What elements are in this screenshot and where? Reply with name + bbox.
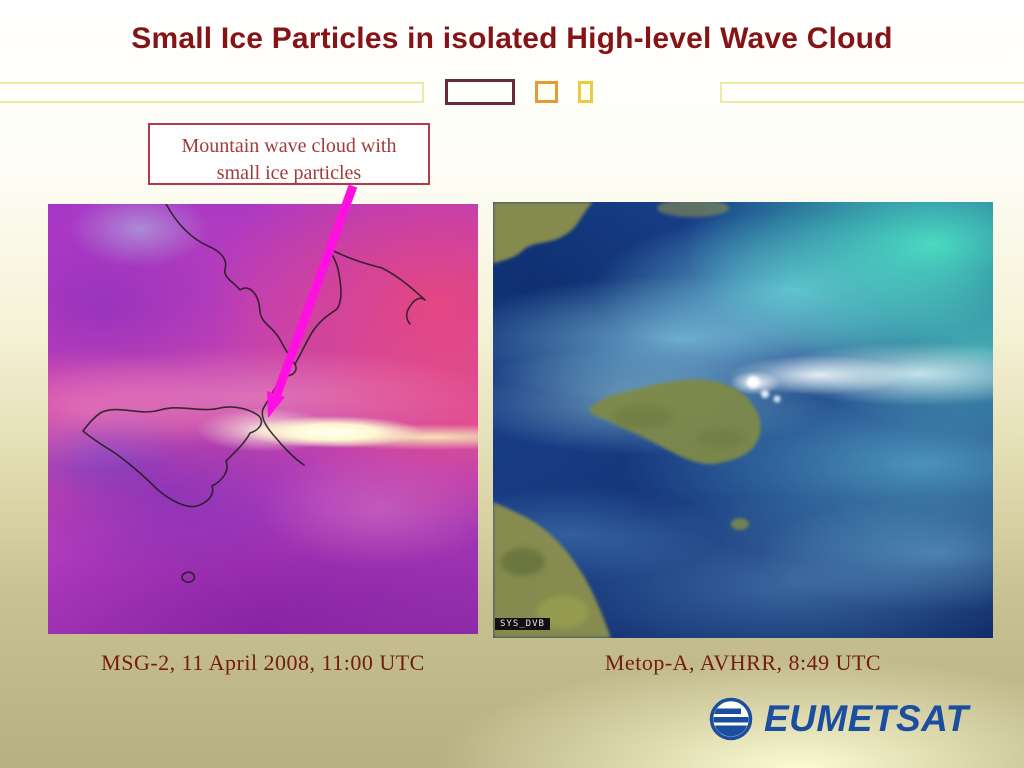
divider-box-maroon	[445, 79, 515, 105]
eumetsat-logo: EUMETSAT	[708, 694, 1020, 744]
eumetsat-logo-text: EUMETSAT	[764, 698, 969, 739]
callout-box: Mountain wave cloud with small ice parti…	[148, 123, 430, 185]
avhrr-satellite-image: SYS_DVB	[493, 202, 993, 638]
msg2-satellite-image	[48, 204, 478, 634]
caption-msg2: MSG-2, 11 April 2008, 11:00 UTC	[101, 650, 425, 675]
callout-line-2: small ice particles	[216, 162, 362, 184]
divider-bar-left	[0, 82, 424, 103]
divider-bar-right	[720, 82, 1024, 103]
page-title: Small Ice Particles in isolated High-lev…	[131, 22, 893, 55]
watermark-label: SYS_DVB	[495, 618, 550, 630]
eumetsat-globe-icon	[709, 697, 753, 741]
land-and-plume-overlay	[493, 202, 781, 638]
caption-metop: Metop-A, AVHRR, 8:49 UTC	[604, 650, 882, 675]
divider-box-orange	[535, 81, 558, 103]
divider-box-gold	[578, 81, 593, 103]
coastlines-overlay	[82, 204, 426, 583]
callout-line-1: Mountain wave cloud with	[181, 135, 397, 157]
